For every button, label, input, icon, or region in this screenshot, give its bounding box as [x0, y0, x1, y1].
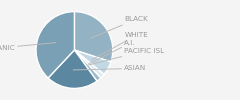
Text: BLACK: BLACK: [90, 16, 148, 38]
Wedge shape: [74, 50, 104, 78]
Wedge shape: [74, 50, 101, 81]
Wedge shape: [48, 50, 97, 88]
Wedge shape: [74, 12, 113, 62]
Text: ASIAN: ASIAN: [73, 65, 147, 71]
Text: A.I.: A.I.: [89, 40, 136, 64]
Text: PACIFIC ISL: PACIFIC ISL: [87, 48, 164, 65]
Text: HISPANIC: HISPANIC: [0, 43, 56, 51]
Wedge shape: [36, 12, 74, 78]
Wedge shape: [74, 50, 111, 74]
Text: WHITE: WHITE: [92, 32, 148, 60]
